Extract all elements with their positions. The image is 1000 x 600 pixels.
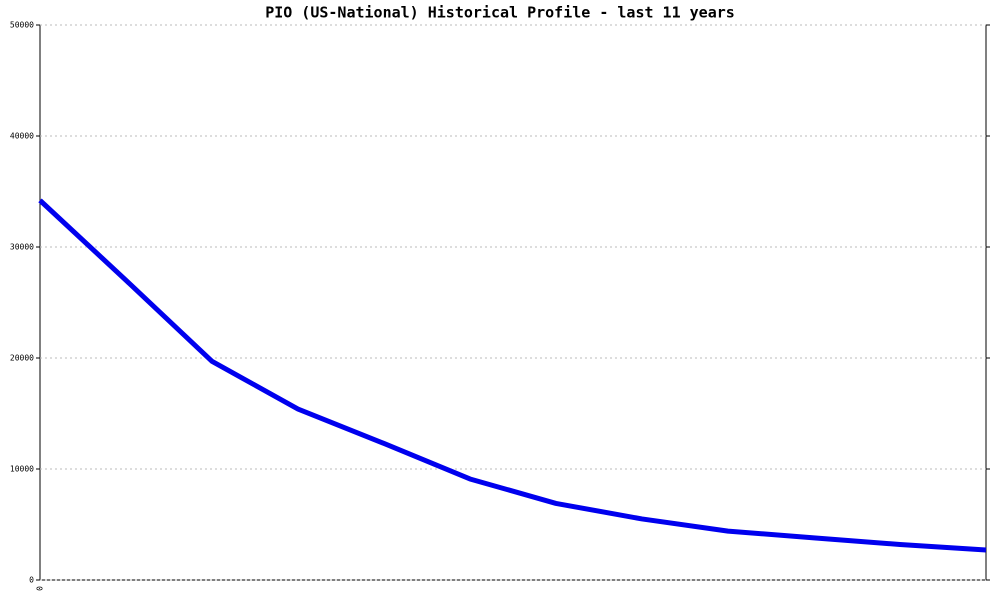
line-series (38, 198, 987, 553)
y-tick-label: 10000 (10, 465, 34, 474)
chart-title: PIO (US-National) Historical Profile - l… (265, 4, 735, 22)
y-tick-label: 0 (29, 576, 34, 585)
y-tick-label: 50000 (10, 21, 34, 30)
y-tick-label: 30000 (10, 243, 34, 252)
y-tick-label: 40000 (10, 132, 34, 141)
x-tick-label: 0 (36, 586, 45, 591)
y-tick-label: 20000 (10, 354, 34, 363)
